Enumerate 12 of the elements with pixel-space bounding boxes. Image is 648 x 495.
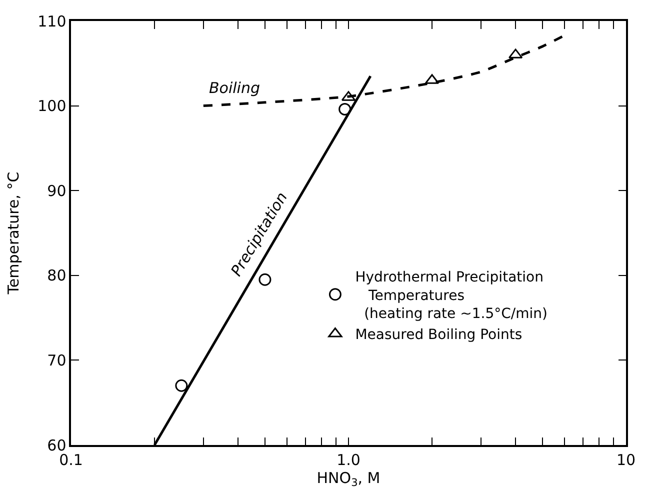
legend-label: Measured Boiling Points [355,327,522,344]
y-tick-label: 70 [47,351,66,370]
legend-label: Hydrothermal Precipitation Temperatures (heating rate ~1.5°C/min) [355,270,548,322]
y-tick-label: 110 [38,12,66,30]
y-axis-title: Temperature, °C [4,172,22,296]
y-tick-label: 90 [47,182,66,200]
x-tick-label: 10 [616,450,636,469]
y-tick-label: 80 [47,266,66,285]
x-axis-title: HNO$_{3}$, M [316,468,380,489]
y-tick-label: 100 [38,97,66,116]
x-tick-label: 1.0 [336,450,360,469]
series-label: Boiling [209,79,260,97]
